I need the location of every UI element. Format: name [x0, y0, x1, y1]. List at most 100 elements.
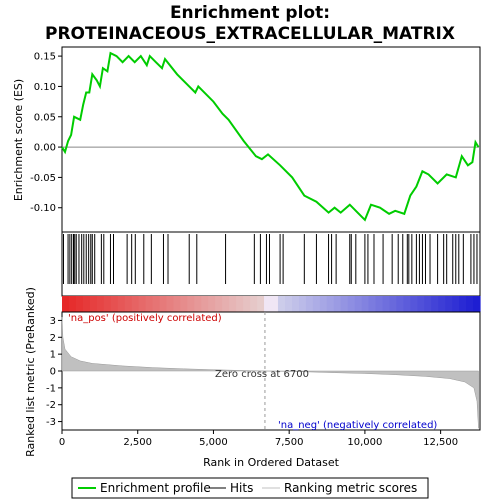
es-y-tick-label: -0.10 — [30, 203, 56, 214]
color-bar-segment — [208, 296, 216, 312]
metric-y-axis-label: Ranked list metric (PreRanked) — [24, 287, 37, 457]
metric-y-tick-label: -3 — [46, 417, 56, 428]
color-bar-segment — [194, 296, 202, 312]
es-y-ticks: 0.15 0.10 0.05 0.00 -0.05 -0.10 — [30, 52, 62, 214]
positive-correlation-label: 'na_pos' (positively correlated) — [68, 313, 222, 324]
x-tick-label: 0 — [59, 437, 65, 448]
metric-y-tick-label: 2 — [50, 333, 56, 344]
color-bar-segment — [445, 296, 453, 312]
legend-metric-label: Ranking metric scores — [284, 481, 417, 495]
color-bar-segment — [62, 296, 70, 312]
color-bar-segment — [319, 296, 328, 312]
color-bar-segment — [354, 296, 363, 312]
negative-correlation-label: 'na_neg' (negatively correlated) — [278, 420, 437, 431]
color-bar-segment — [305, 296, 314, 312]
color-bar-segment — [89, 296, 98, 312]
color-bar-segment — [424, 296, 432, 312]
color-bar-segment — [417, 296, 425, 312]
color-bar-segment — [333, 296, 342, 312]
color-bar-segment — [284, 296, 293, 312]
legend-box — [71, 477, 429, 499]
color-bar-segment — [180, 296, 188, 312]
color-bar-segment — [473, 296, 481, 312]
legend-hits-label: Hits — [230, 481, 253, 495]
color-bar-segment — [243, 296, 251, 312]
es-y-tick-label: 0.15 — [34, 52, 56, 63]
es-y-tick-label: 0.05 — [34, 112, 56, 123]
plot-title-line2: PROTEINACEOUS_EXTRACELLULAR_MATRIX — [45, 24, 455, 44]
color-bar-segment — [403, 296, 411, 312]
color-bar-segment — [117, 296, 126, 312]
x-tick-label: 7,500 — [275, 437, 304, 448]
color-bar-segment — [250, 296, 258, 312]
x-tick-label: 10,000 — [347, 437, 382, 448]
enrichment-profile-line — [61, 51, 480, 222]
x-axis-label: Rank in Ordered Dataset — [203, 456, 340, 469]
color-bar-segment — [236, 296, 244, 312]
es-y-tick-label: 0.00 — [34, 143, 56, 154]
hit-markers — [63, 234, 478, 284]
color-bar-segment — [124, 296, 133, 312]
color-bar-segment — [298, 296, 307, 312]
x-tick-label: 5,000 — [199, 437, 228, 448]
x-tick-label: 12,500 — [423, 437, 458, 448]
plot-title-line1: Enrichment plot: — [170, 3, 330, 23]
es-panel-frame — [61, 46, 481, 233]
color-bar-segment — [291, 296, 300, 312]
color-bar-segment — [452, 296, 460, 312]
color-bar-segment — [173, 296, 182, 312]
color-bar-segment — [110, 296, 119, 312]
ranking-metric-area — [61, 317, 479, 429]
x-tick-label: 2,500 — [123, 437, 152, 448]
color-bar-segment — [431, 296, 439, 312]
color-bar-segment — [389, 296, 397, 312]
color-bar-segment — [382, 296, 391, 312]
color-bar-segment — [96, 296, 105, 312]
color-bar-segment — [166, 296, 175, 312]
metric-y-tick-label: -1 — [46, 383, 56, 394]
x-axis-ticks: 0 2,500 5,000 7,500 10,000 12,500 — [59, 430, 458, 448]
color-bar-segment — [466, 296, 474, 312]
color-bar-segment — [68, 296, 77, 312]
color-bar-segment — [82, 296, 91, 312]
hits-panel-frame — [61, 231, 481, 297]
color-bar-segment — [159, 296, 168, 312]
color-bar-segment — [326, 296, 335, 312]
color-bar-segment — [187, 296, 195, 312]
color-bar-segment — [277, 296, 286, 312]
metric-y-tick-label: -2 — [46, 400, 56, 411]
zero-cross-label: Zero cross at 6700 — [215, 369, 309, 380]
color-bar-segment — [145, 296, 154, 312]
es-y-axis-label: Enrichment score (ES) — [12, 79, 25, 201]
color-bar-segment — [396, 296, 404, 312]
color-bar-segment — [459, 296, 467, 312]
color-bar-segment — [438, 296, 446, 312]
color-bar-segment — [229, 296, 237, 312]
color-bar-segment — [410, 296, 418, 312]
color-bar-segment — [312, 296, 321, 312]
color-bar-segment — [264, 296, 272, 312]
color-bar-segment — [271, 296, 279, 312]
color-bar-segment — [368, 296, 377, 312]
es-y-tick-label: -0.05 — [30, 173, 56, 184]
metric-y-tick-label: 0 — [50, 367, 56, 378]
color-bar-segment — [152, 296, 161, 312]
color-bar-segment — [375, 296, 384, 312]
color-bar-segment — [257, 296, 265, 312]
color-bar-segment — [75, 296, 84, 312]
color-bar-segment — [201, 296, 209, 312]
color-bar-segment — [347, 296, 356, 312]
legend: Enrichment profile Hits Ranking metric s… — [71, 477, 429, 499]
color-bar-segment — [340, 296, 349, 312]
color-bar-segment — [138, 296, 147, 312]
legend-profile-label: Enrichment profile — [100, 481, 211, 495]
rank-color-bar — [62, 296, 481, 312]
color-bar-segment — [103, 296, 112, 312]
color-bar-segment — [215, 296, 223, 312]
color-bar-segment — [361, 296, 370, 312]
metric-y-ticks: 3 2 1 0 -1 -2 -3 — [46, 316, 62, 428]
color-bar-segment — [222, 296, 230, 312]
es-y-tick-label: 0.10 — [34, 82, 56, 93]
color-bar-segment — [131, 296, 140, 312]
